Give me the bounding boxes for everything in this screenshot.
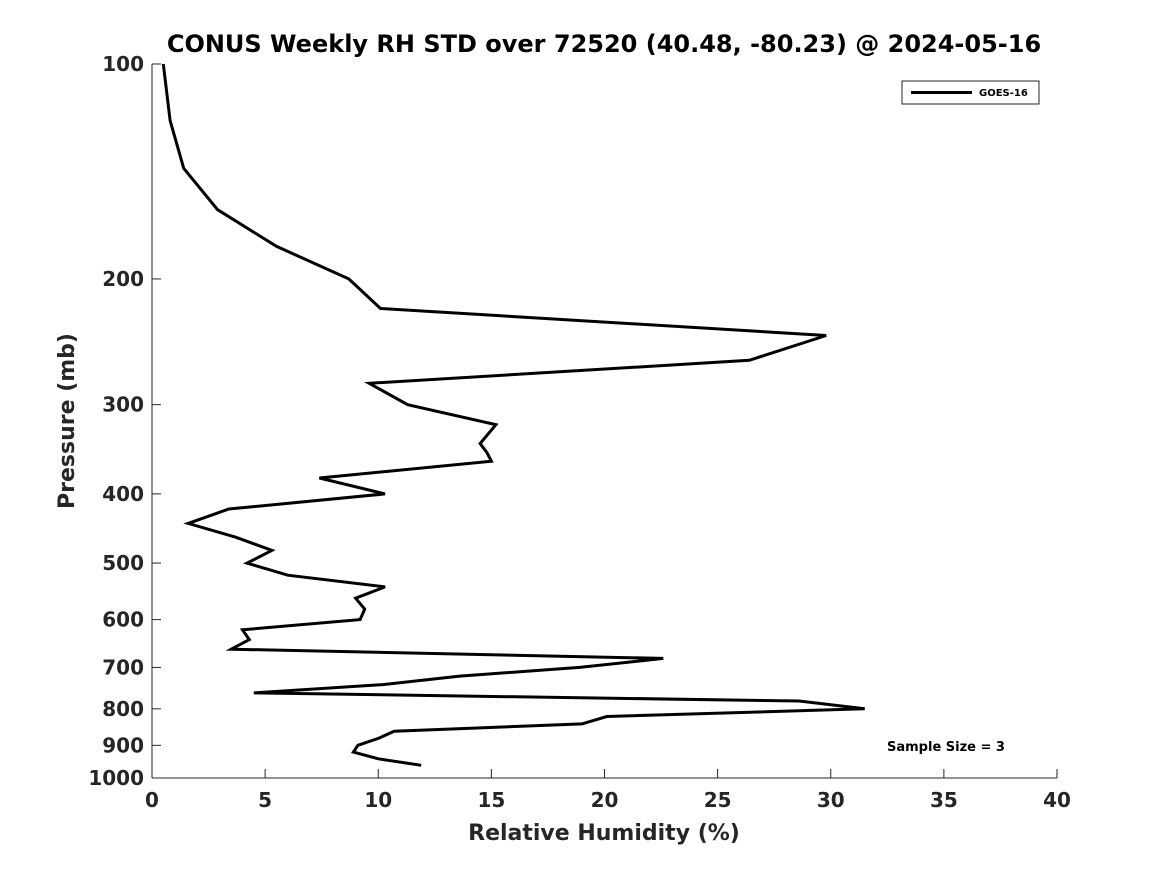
y-tick-label: 700	[102, 655, 144, 679]
y-tick-label: 300	[102, 393, 144, 417]
x-tick-label: 25	[704, 788, 732, 812]
x-tick-label: 10	[364, 788, 392, 812]
x-tick-label: 0	[145, 788, 159, 812]
y-tick-label: 900	[102, 733, 144, 757]
x-tick-label: 20	[591, 788, 619, 812]
legend-label-goes-16: GOES-16	[979, 88, 1028, 99]
y-axis-ticks: 100 200 300 400 500 600 700 800 900 1000	[88, 52, 161, 790]
y-tick-label: 500	[102, 551, 144, 575]
x-tick-label: 15	[477, 788, 505, 812]
y-tick-label: 200	[102, 267, 144, 291]
y-tick-label: 600	[102, 608, 144, 632]
legend: GOES-16	[901, 80, 1040, 105]
plot-area: 0 5 10 15 20 25 30 35 40 100 200 300 400 500 600 700 80…	[88, 52, 1071, 812]
y-tick-label: 800	[102, 697, 144, 721]
x-axis-ticks: 0 5 10 15 20 25 30 35 40	[145, 769, 1071, 812]
series-line-goes-16	[161, 63, 865, 767]
y-tick-label: 1000	[88, 766, 144, 790]
y-tick-label: 100	[102, 52, 144, 76]
y-axis-label: Pressure (mb)	[55, 333, 80, 509]
sample-size-annotation: Sample Size = 3	[887, 740, 1005, 755]
y-tick-label: 400	[102, 482, 144, 506]
x-tick-label: 35	[930, 788, 958, 812]
x-tick-label: 30	[817, 788, 845, 812]
x-tick-label: 40	[1043, 788, 1071, 812]
chart-title: CONUS Weekly RH STD over 72520 (40.48, -…	[167, 30, 1041, 58]
x-tick-label: 5	[258, 788, 272, 812]
x-axis-label: Relative Humidity (%)	[468, 821, 740, 846]
